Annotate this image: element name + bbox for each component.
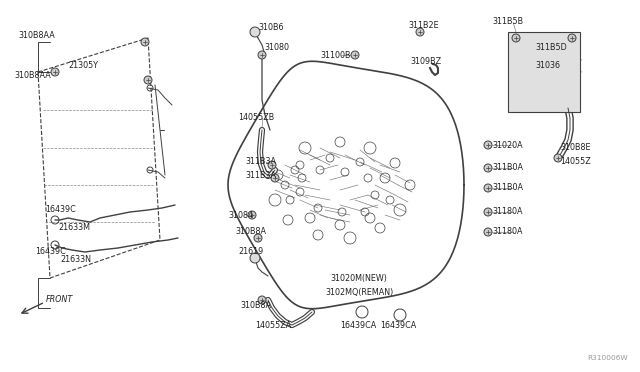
Text: 310B8AA: 310B8AA (14, 71, 51, 80)
Text: 16439C: 16439C (35, 247, 66, 257)
Text: R310006W: R310006W (588, 355, 628, 361)
Text: 21633N: 21633N (60, 256, 91, 264)
Circle shape (268, 161, 276, 169)
Circle shape (250, 253, 260, 263)
Circle shape (254, 234, 262, 242)
Text: 31020M(NEW): 31020M(NEW) (330, 273, 387, 282)
Text: 311B3A: 311B3A (245, 157, 276, 167)
Text: 21619: 21619 (238, 247, 263, 257)
Text: 31080: 31080 (264, 44, 289, 52)
Circle shape (512, 34, 520, 42)
Text: 21633M: 21633M (58, 224, 90, 232)
Circle shape (351, 51, 359, 59)
FancyBboxPatch shape (508, 32, 580, 112)
Text: 3109BZ: 3109BZ (410, 58, 441, 67)
Circle shape (271, 174, 279, 182)
Text: 31020A: 31020A (492, 141, 523, 150)
Text: 310B8AA: 310B8AA (18, 31, 55, 39)
Text: 311B3A: 311B3A (245, 170, 276, 180)
Text: 31100B: 31100B (320, 51, 351, 60)
Circle shape (250, 27, 260, 37)
Text: 16439CA: 16439CA (380, 321, 416, 330)
Circle shape (554, 154, 562, 162)
Text: 31036: 31036 (535, 61, 560, 70)
Text: 16439C: 16439C (45, 205, 76, 215)
Text: 311B2E: 311B2E (408, 22, 438, 31)
Circle shape (484, 208, 492, 216)
Text: 14055ZA: 14055ZA (255, 321, 291, 330)
Circle shape (416, 28, 424, 36)
Text: 310B8E: 310B8E (560, 144, 591, 153)
Text: 14055Z: 14055Z (560, 157, 591, 167)
Text: 310B8A: 310B8A (235, 228, 266, 237)
Text: 311B0A: 311B0A (492, 164, 523, 173)
Text: 311B0A: 311B0A (492, 183, 523, 192)
Circle shape (51, 68, 59, 76)
Circle shape (258, 51, 266, 59)
Text: 16439CA: 16439CA (340, 321, 376, 330)
Circle shape (484, 228, 492, 236)
Text: 31180A: 31180A (492, 228, 522, 237)
Text: 311B5B: 311B5B (492, 17, 523, 26)
Text: 3102MQ(REMAN): 3102MQ(REMAN) (325, 288, 393, 296)
Text: 14055ZB: 14055ZB (238, 113, 275, 122)
Circle shape (484, 184, 492, 192)
Circle shape (568, 34, 576, 42)
Text: 31084: 31084 (228, 211, 253, 219)
Circle shape (484, 164, 492, 172)
Text: 21305Y: 21305Y (68, 61, 98, 70)
Text: 310B8A: 310B8A (240, 301, 271, 311)
Circle shape (141, 38, 149, 46)
Circle shape (484, 141, 492, 149)
Text: 31180A: 31180A (492, 208, 522, 217)
Circle shape (248, 211, 256, 219)
Circle shape (144, 76, 152, 84)
Circle shape (258, 296, 266, 304)
Text: 310B6: 310B6 (258, 23, 284, 32)
Text: 311B5D: 311B5D (535, 44, 567, 52)
Text: FRONT: FRONT (46, 295, 73, 305)
